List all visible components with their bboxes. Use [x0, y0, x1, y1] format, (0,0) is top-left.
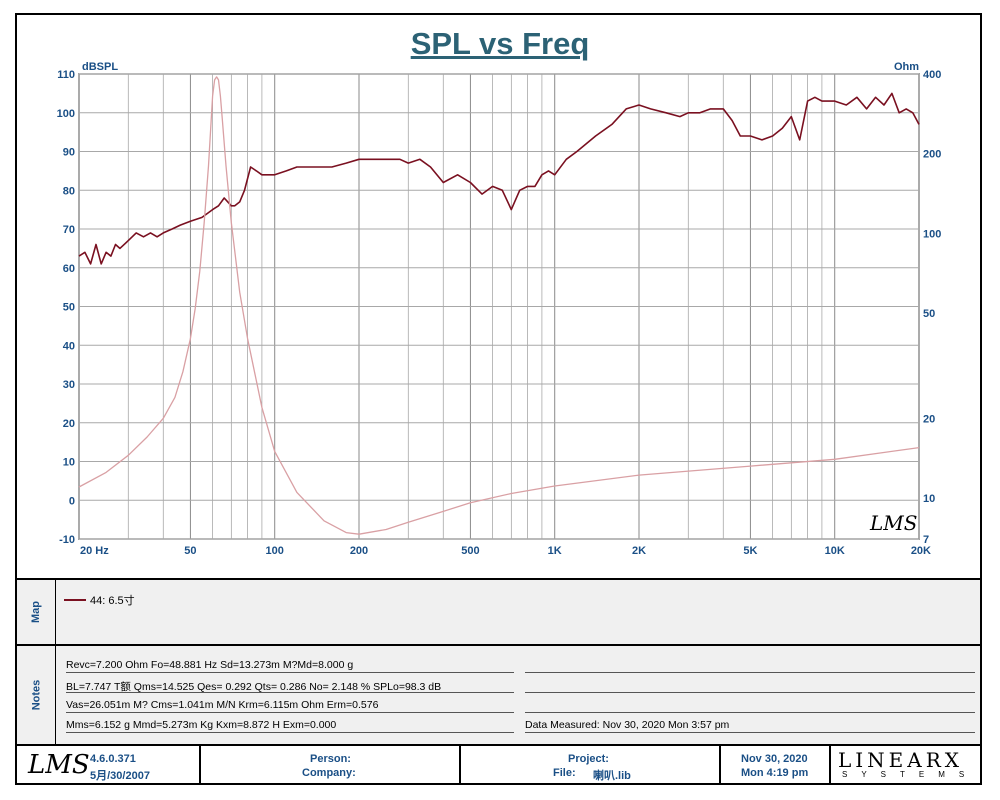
footer-project-label: Project:: [568, 753, 609, 765]
x-tick: 50: [184, 545, 196, 557]
legend-swatch: [64, 599, 86, 601]
x-tick: 200: [350, 545, 368, 557]
y-tick-left: 20: [63, 418, 75, 430]
series-layer: [78, 76, 920, 535]
footer-section: [17, 744, 980, 785]
note-line-4: Mms=6.152 g Mmd=5.273m Kg Kxm=8.872 H Ex…: [66, 719, 337, 731]
impedance-curve: [78, 76, 920, 535]
data-measured: Data Measured: Nov 30, 2020 Mon 3:57 pm: [525, 719, 730, 731]
x-tick: 20K: [911, 545, 931, 557]
y-tick-right: 200: [923, 149, 941, 161]
notes-side-label: Notes: [17, 646, 56, 744]
y-tick-left: 70: [63, 224, 75, 236]
footer-brand: LINEARX: [838, 748, 964, 772]
y-tick-left: 80: [63, 185, 75, 197]
x-tick: 2K: [632, 545, 646, 557]
x-tick: 10K: [825, 545, 845, 557]
footer-divider: [459, 745, 461, 784]
footer-divider: [719, 745, 721, 784]
y-tick-right: 20: [923, 413, 935, 425]
y-tick-right: 10: [923, 493, 935, 505]
footer-file-value: 喇叭.lib: [593, 770, 631, 782]
x-tick: 100: [266, 545, 284, 557]
footer-person-label: Person:: [310, 753, 351, 765]
y-tick-right: 7: [923, 534, 929, 546]
footer-divider: [199, 745, 201, 784]
note-rule: [525, 712, 975, 713]
footer-file-label: File:: [553, 767, 576, 779]
y-tick-left: 100: [57, 108, 75, 120]
note-rule: [525, 672, 975, 673]
footer-logo: LMS: [28, 750, 90, 780]
x-tick: 5K: [743, 545, 757, 557]
y-tick-right: 100: [923, 228, 941, 240]
note-line-1: Revc=7.200 Ohm Fo=48.881 Hz Sd=13.273m M…: [66, 659, 354, 671]
y-tick-left: 60: [63, 263, 75, 275]
y-tick-left: 50: [63, 302, 75, 314]
map-inner: [56, 584, 980, 642]
footer-date: Nov 30, 2020: [741, 753, 808, 765]
legend-entry: 44: 6.5寸: [90, 595, 135, 607]
watermark: LMS: [869, 511, 917, 535]
y-tick-left: 110: [57, 69, 75, 81]
footer-time: Mon 4:19 pm: [741, 767, 809, 779]
y-tick-left: 10: [63, 457, 75, 469]
y-tick-left: -10: [59, 534, 75, 546]
x-tick: 500: [461, 545, 479, 557]
footer-company-label: Company:: [302, 767, 356, 779]
note-line-3: Vas=26.051m M? Cms=1.041m M/N Krm=6.115m…: [66, 699, 379, 711]
x-tick: 20 Hz: [80, 545, 109, 557]
y-tick-right: 50: [923, 308, 935, 320]
note-rule: [525, 692, 975, 693]
footer-version: 4.6.0.371: [90, 753, 136, 765]
right-axis-unit: Ohm: [894, 61, 919, 73]
spl-curve: [78, 92, 920, 265]
note-rule: [525, 732, 975, 733]
footer-brand-sub: SYSTEMS: [842, 770, 979, 779]
footer-version-date: 5月/30/2007: [90, 770, 150, 782]
note-rule: [66, 672, 514, 673]
map-side-label: Map: [17, 580, 56, 644]
chart-title: SPL vs Freq: [410, 26, 590, 61]
y-tick-left: 40: [63, 340, 75, 352]
notes-inner: [56, 650, 980, 742]
y-tick-left: 30: [63, 379, 75, 391]
note-rule: [66, 712, 514, 713]
grid-layer: [78, 73, 920, 540]
tick-layer: 1101009080706050403020100-10400200100502…: [57, 69, 942, 557]
left-axis-unit: dBSPL: [82, 61, 118, 73]
y-tick-right: 400: [923, 69, 941, 81]
footer-divider: [829, 745, 831, 784]
note-rule: [66, 692, 514, 693]
y-tick-left: 90: [63, 147, 75, 159]
x-tick: 1K: [548, 545, 562, 557]
note-rule: [66, 732, 514, 733]
note-line-2: BL=7.747 T额 Qms=14.525 Qes= 0.292 Qts= 0…: [66, 681, 442, 693]
y-tick-left: 0: [69, 495, 75, 507]
